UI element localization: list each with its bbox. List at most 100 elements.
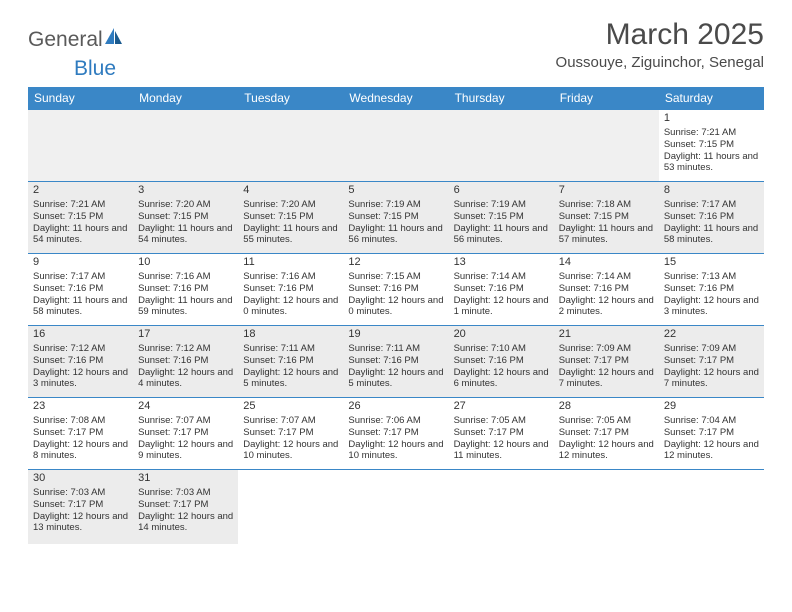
empty-cell — [343, 470, 448, 544]
sunrise-line: Sunrise: 7:09 AM — [559, 343, 654, 355]
sunrise-line: Sunrise: 7:09 AM — [664, 343, 759, 355]
month-title: March 2025 — [556, 18, 764, 52]
day-header-tue: Tuesday — [238, 87, 343, 110]
day-header-sun: Sunday — [28, 87, 133, 110]
day-number: 20 — [454, 328, 549, 342]
day-number: 25 — [243, 400, 338, 414]
empty-cell — [449, 110, 554, 182]
day-number: 14 — [559, 256, 654, 270]
daylight-line: Daylight: 11 hours and 59 minutes. — [138, 295, 233, 319]
daylight-line: Daylight: 12 hours and 14 minutes. — [138, 511, 233, 535]
logo: General — [28, 26, 127, 53]
daylight-line: Daylight: 11 hours and 54 minutes. — [33, 223, 128, 247]
sunset-line: Sunset: 7:16 PM — [664, 211, 759, 223]
daylight-line: Daylight: 12 hours and 9 minutes. — [138, 439, 233, 463]
sunrise-line: Sunrise: 7:06 AM — [348, 415, 443, 427]
sunrise-line: Sunrise: 7:21 AM — [33, 199, 128, 211]
day-number: 23 — [33, 400, 128, 414]
empty-cell — [133, 110, 238, 182]
sunrise-line: Sunrise: 7:19 AM — [454, 199, 549, 211]
day-number: 18 — [243, 328, 338, 342]
sunrise-line: Sunrise: 7:12 AM — [138, 343, 233, 355]
daylight-line: Daylight: 11 hours and 53 minutes. — [664, 151, 759, 175]
day-cell: 14Sunrise: 7:14 AMSunset: 7:16 PMDayligh… — [554, 254, 659, 326]
day-number: 3 — [138, 184, 233, 198]
day-number: 8 — [664, 184, 759, 198]
day-number: 21 — [559, 328, 654, 342]
daylight-line: Daylight: 12 hours and 10 minutes. — [348, 439, 443, 463]
calendar-row: 30Sunrise: 7:03 AMSunset: 7:17 PMDayligh… — [28, 470, 764, 544]
sunrise-line: Sunrise: 7:03 AM — [138, 487, 233, 499]
sunrise-line: Sunrise: 7:16 AM — [138, 271, 233, 283]
title-block: March 2025 Oussouye, Ziguinchor, Senegal — [556, 18, 764, 71]
day-cell: 28Sunrise: 7:05 AMSunset: 7:17 PMDayligh… — [554, 398, 659, 470]
day-number: 29 — [664, 400, 759, 414]
daylight-line: Daylight: 12 hours and 8 minutes. — [33, 439, 128, 463]
daylight-line: Daylight: 12 hours and 5 minutes. — [348, 367, 443, 391]
day-header-fri: Friday — [554, 87, 659, 110]
daylight-line: Daylight: 12 hours and 7 minutes. — [664, 367, 759, 391]
sunset-line: Sunset: 7:17 PM — [33, 499, 128, 511]
sunset-line: Sunset: 7:16 PM — [559, 283, 654, 295]
day-header-row: Sunday Monday Tuesday Wednesday Thursday… — [28, 87, 764, 110]
day-number: 30 — [33, 472, 128, 486]
day-number: 5 — [348, 184, 443, 198]
daylight-line: Daylight: 12 hours and 6 minutes. — [454, 367, 549, 391]
sunrise-line: Sunrise: 7:17 AM — [33, 271, 128, 283]
sunset-line: Sunset: 7:17 PM — [138, 427, 233, 439]
day-number: 1 — [664, 112, 759, 126]
day-number: 13 — [454, 256, 549, 270]
sunset-line: Sunset: 7:15 PM — [454, 211, 549, 223]
day-number: 22 — [664, 328, 759, 342]
logo-text-2: Blue — [74, 57, 116, 80]
daylight-line: Daylight: 11 hours and 57 minutes. — [559, 223, 654, 247]
day-number: 28 — [559, 400, 654, 414]
sunset-line: Sunset: 7:16 PM — [243, 355, 338, 367]
day-number: 10 — [138, 256, 233, 270]
sunrise-line: Sunrise: 7:07 AM — [243, 415, 338, 427]
daylight-line: Daylight: 11 hours and 58 minutes. — [33, 295, 128, 319]
sunset-line: Sunset: 7:16 PM — [33, 283, 128, 295]
sunrise-line: Sunrise: 7:12 AM — [33, 343, 128, 355]
sunset-line: Sunset: 7:16 PM — [138, 283, 233, 295]
day-number: 16 — [33, 328, 128, 342]
sunrise-line: Sunrise: 7:17 AM — [664, 199, 759, 211]
sunset-line: Sunset: 7:17 PM — [664, 355, 759, 367]
day-cell: 18Sunrise: 7:11 AMSunset: 7:16 PMDayligh… — [238, 326, 343, 398]
day-cell: 13Sunrise: 7:14 AMSunset: 7:16 PMDayligh… — [449, 254, 554, 326]
day-cell: 21Sunrise: 7:09 AMSunset: 7:17 PMDayligh… — [554, 326, 659, 398]
sail-icon — [103, 26, 125, 51]
day-number: 9 — [33, 256, 128, 270]
sunset-line: Sunset: 7:16 PM — [348, 355, 443, 367]
day-cell: 1Sunrise: 7:21 AMSunset: 7:15 PMDaylight… — [659, 110, 764, 182]
empty-cell — [238, 470, 343, 544]
daylight-line: Daylight: 12 hours and 3 minutes. — [33, 367, 128, 391]
sunset-line: Sunset: 7:16 PM — [348, 283, 443, 295]
sunset-line: Sunset: 7:17 PM — [33, 427, 128, 439]
day-cell: 10Sunrise: 7:16 AMSunset: 7:16 PMDayligh… — [133, 254, 238, 326]
day-cell: 4Sunrise: 7:20 AMSunset: 7:15 PMDaylight… — [238, 182, 343, 254]
day-number: 6 — [454, 184, 549, 198]
sunrise-line: Sunrise: 7:07 AM — [138, 415, 233, 427]
daylight-line: Daylight: 11 hours and 56 minutes. — [454, 223, 549, 247]
daylight-line: Daylight: 12 hours and 13 minutes. — [33, 511, 128, 535]
day-cell: 7Sunrise: 7:18 AMSunset: 7:15 PMDaylight… — [554, 182, 659, 254]
sunset-line: Sunset: 7:15 PM — [664, 139, 759, 151]
day-number: 7 — [559, 184, 654, 198]
empty-cell — [28, 110, 133, 182]
calendar-row: 23Sunrise: 7:08 AMSunset: 7:17 PMDayligh… — [28, 398, 764, 470]
sunset-line: Sunset: 7:16 PM — [454, 355, 549, 367]
day-cell: 20Sunrise: 7:10 AMSunset: 7:16 PMDayligh… — [449, 326, 554, 398]
day-number: 31 — [138, 472, 233, 486]
sunrise-line: Sunrise: 7:19 AM — [348, 199, 443, 211]
sunrise-line: Sunrise: 7:11 AM — [243, 343, 338, 355]
day-cell: 3Sunrise: 7:20 AMSunset: 7:15 PMDaylight… — [133, 182, 238, 254]
daylight-line: Daylight: 12 hours and 10 minutes. — [243, 439, 338, 463]
sunset-line: Sunset: 7:17 PM — [348, 427, 443, 439]
sunrise-line: Sunrise: 7:10 AM — [454, 343, 549, 355]
empty-cell — [554, 470, 659, 544]
sunrise-line: Sunrise: 7:08 AM — [33, 415, 128, 427]
sunset-line: Sunset: 7:15 PM — [348, 211, 443, 223]
calendar-table: Sunday Monday Tuesday Wednesday Thursday… — [28, 87, 764, 544]
daylight-line: Daylight: 12 hours and 0 minutes. — [243, 295, 338, 319]
